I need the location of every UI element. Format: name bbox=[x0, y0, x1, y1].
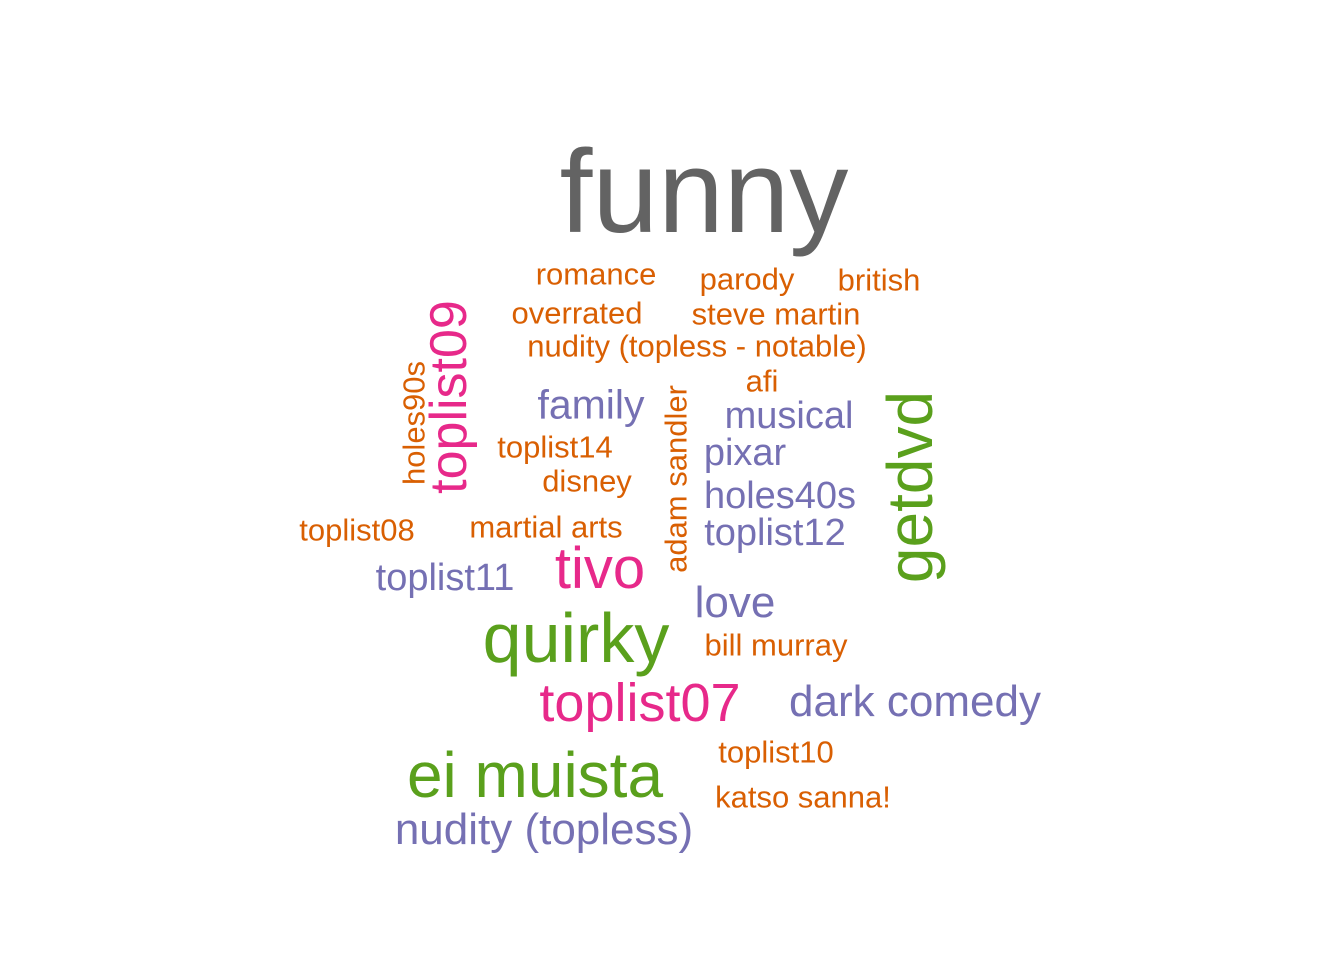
word-romance: romance bbox=[535, 256, 657, 292]
word-billmurray: bill murray bbox=[704, 627, 848, 663]
word-eimuista: ei muista bbox=[406, 739, 664, 811]
word-tivo: tivo bbox=[554, 536, 646, 601]
word-pixar: pixar bbox=[703, 432, 787, 474]
word-nudtop: nudity (topless) bbox=[394, 805, 694, 854]
word-nudnot: nudity (topless - notable) bbox=[527, 328, 867, 364]
word-stevemartin: steve martin bbox=[691, 296, 861, 332]
word-british: british bbox=[837, 262, 921, 298]
word-family: family bbox=[537, 381, 645, 428]
word-toplist07: toplist07 bbox=[539, 673, 741, 733]
word-martialarts: martial arts bbox=[469, 509, 623, 545]
word-toplist14: toplist14 bbox=[497, 429, 613, 465]
word-toplist08: toplist08 bbox=[299, 512, 415, 548]
word-adamsandler: adam sandler bbox=[658, 385, 694, 573]
word-disney: disney bbox=[542, 463, 632, 499]
word-afi: afi bbox=[745, 363, 779, 399]
word-parody: parody bbox=[699, 261, 795, 297]
word-getdvd: getdvd bbox=[874, 390, 946, 584]
word-musical: musical bbox=[724, 395, 854, 437]
word-overrated: overrated bbox=[511, 295, 643, 331]
word-katsosanna: katso sanna! bbox=[715, 779, 891, 815]
word-toplist12: toplist12 bbox=[704, 512, 846, 554]
word-toplist10: toplist10 bbox=[718, 734, 834, 770]
word-toplist09: toplist09 bbox=[420, 300, 478, 494]
word-toplist11: toplist11 bbox=[375, 557, 515, 599]
word-holes40s: holes40s bbox=[703, 475, 857, 517]
word-love: love bbox=[694, 578, 776, 627]
word-funny: funny bbox=[559, 126, 849, 258]
word-quirky: quirky bbox=[482, 599, 670, 677]
word-darkcomedy: dark comedy bbox=[789, 677, 1041, 726]
